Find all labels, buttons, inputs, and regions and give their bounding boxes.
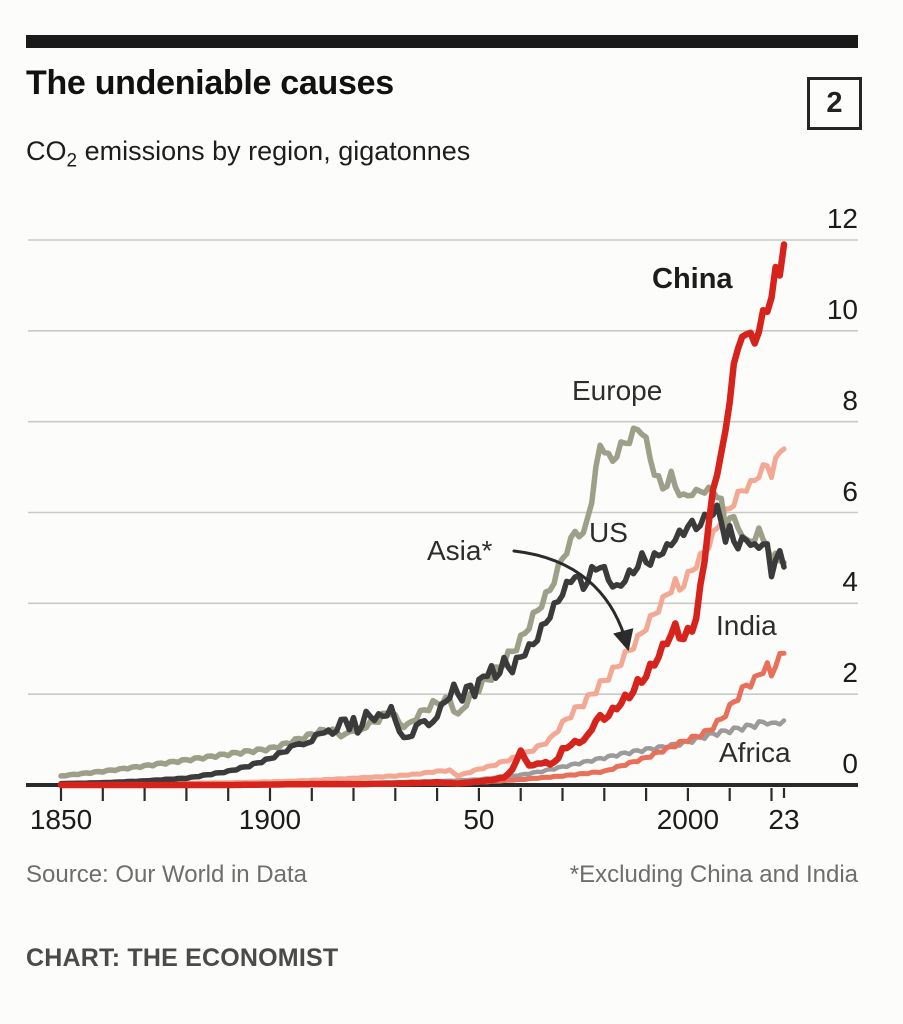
- series-line-china: [57, 241, 788, 789]
- x-axis-label: 1900: [238, 804, 302, 835]
- page-title: The undeniable causes: [26, 64, 394, 102]
- y-axis-label: 4: [842, 566, 858, 598]
- figure-number-badge: 2: [807, 77, 862, 130]
- y-axis-label: 6: [842, 475, 858, 507]
- subtitle-co: CO: [26, 136, 67, 166]
- x-axis-label: 1850: [29, 804, 93, 835]
- series-label-asia: Asia*: [427, 535, 493, 566]
- y-axis-label: 8: [842, 384, 858, 416]
- series-label-china: China: [652, 263, 733, 295]
- subtitle-rest: emissions by region, gigatonnes: [77, 136, 471, 166]
- footer-row: Source: Our World in Data *Excluding Chi…: [26, 861, 858, 889]
- series-line-us: [58, 502, 787, 787]
- series-line-asia: [58, 446, 787, 787]
- figure-number: 2: [826, 87, 843, 119]
- chart-credit: CHART: THE ECONOMIST: [26, 944, 339, 972]
- x-axis-label: 23: [768, 804, 800, 835]
- chart-subtitle: CO2 emissions by region, gigatonnes: [26, 136, 471, 170]
- series-label-india: India: [716, 610, 777, 641]
- y-axis-label: 0: [842, 748, 858, 779]
- series-label-us: US: [589, 517, 628, 548]
- series-line-europe: [58, 425, 787, 779]
- source-note: Source: Our World in Data: [26, 861, 308, 888]
- y-axis-label: 12: [826, 203, 858, 234]
- x-axis-label: 50: [463, 804, 495, 835]
- subtitle-subscript: 2: [66, 150, 78, 172]
- asia-annotation-arrow: [512, 549, 634, 652]
- footnote: *Excluding China and India: [569, 861, 858, 888]
- series-label-europe: Europe: [572, 375, 663, 406]
- plot-layer: [26, 239, 858, 801]
- y-axis-label: 2: [842, 657, 858, 689]
- series-label-africa: Africa: [719, 737, 791, 768]
- top-rule-bar: [26, 35, 858, 48]
- y-axis-label: 10: [826, 293, 858, 325]
- x-axis-label: 2000: [656, 804, 720, 835]
